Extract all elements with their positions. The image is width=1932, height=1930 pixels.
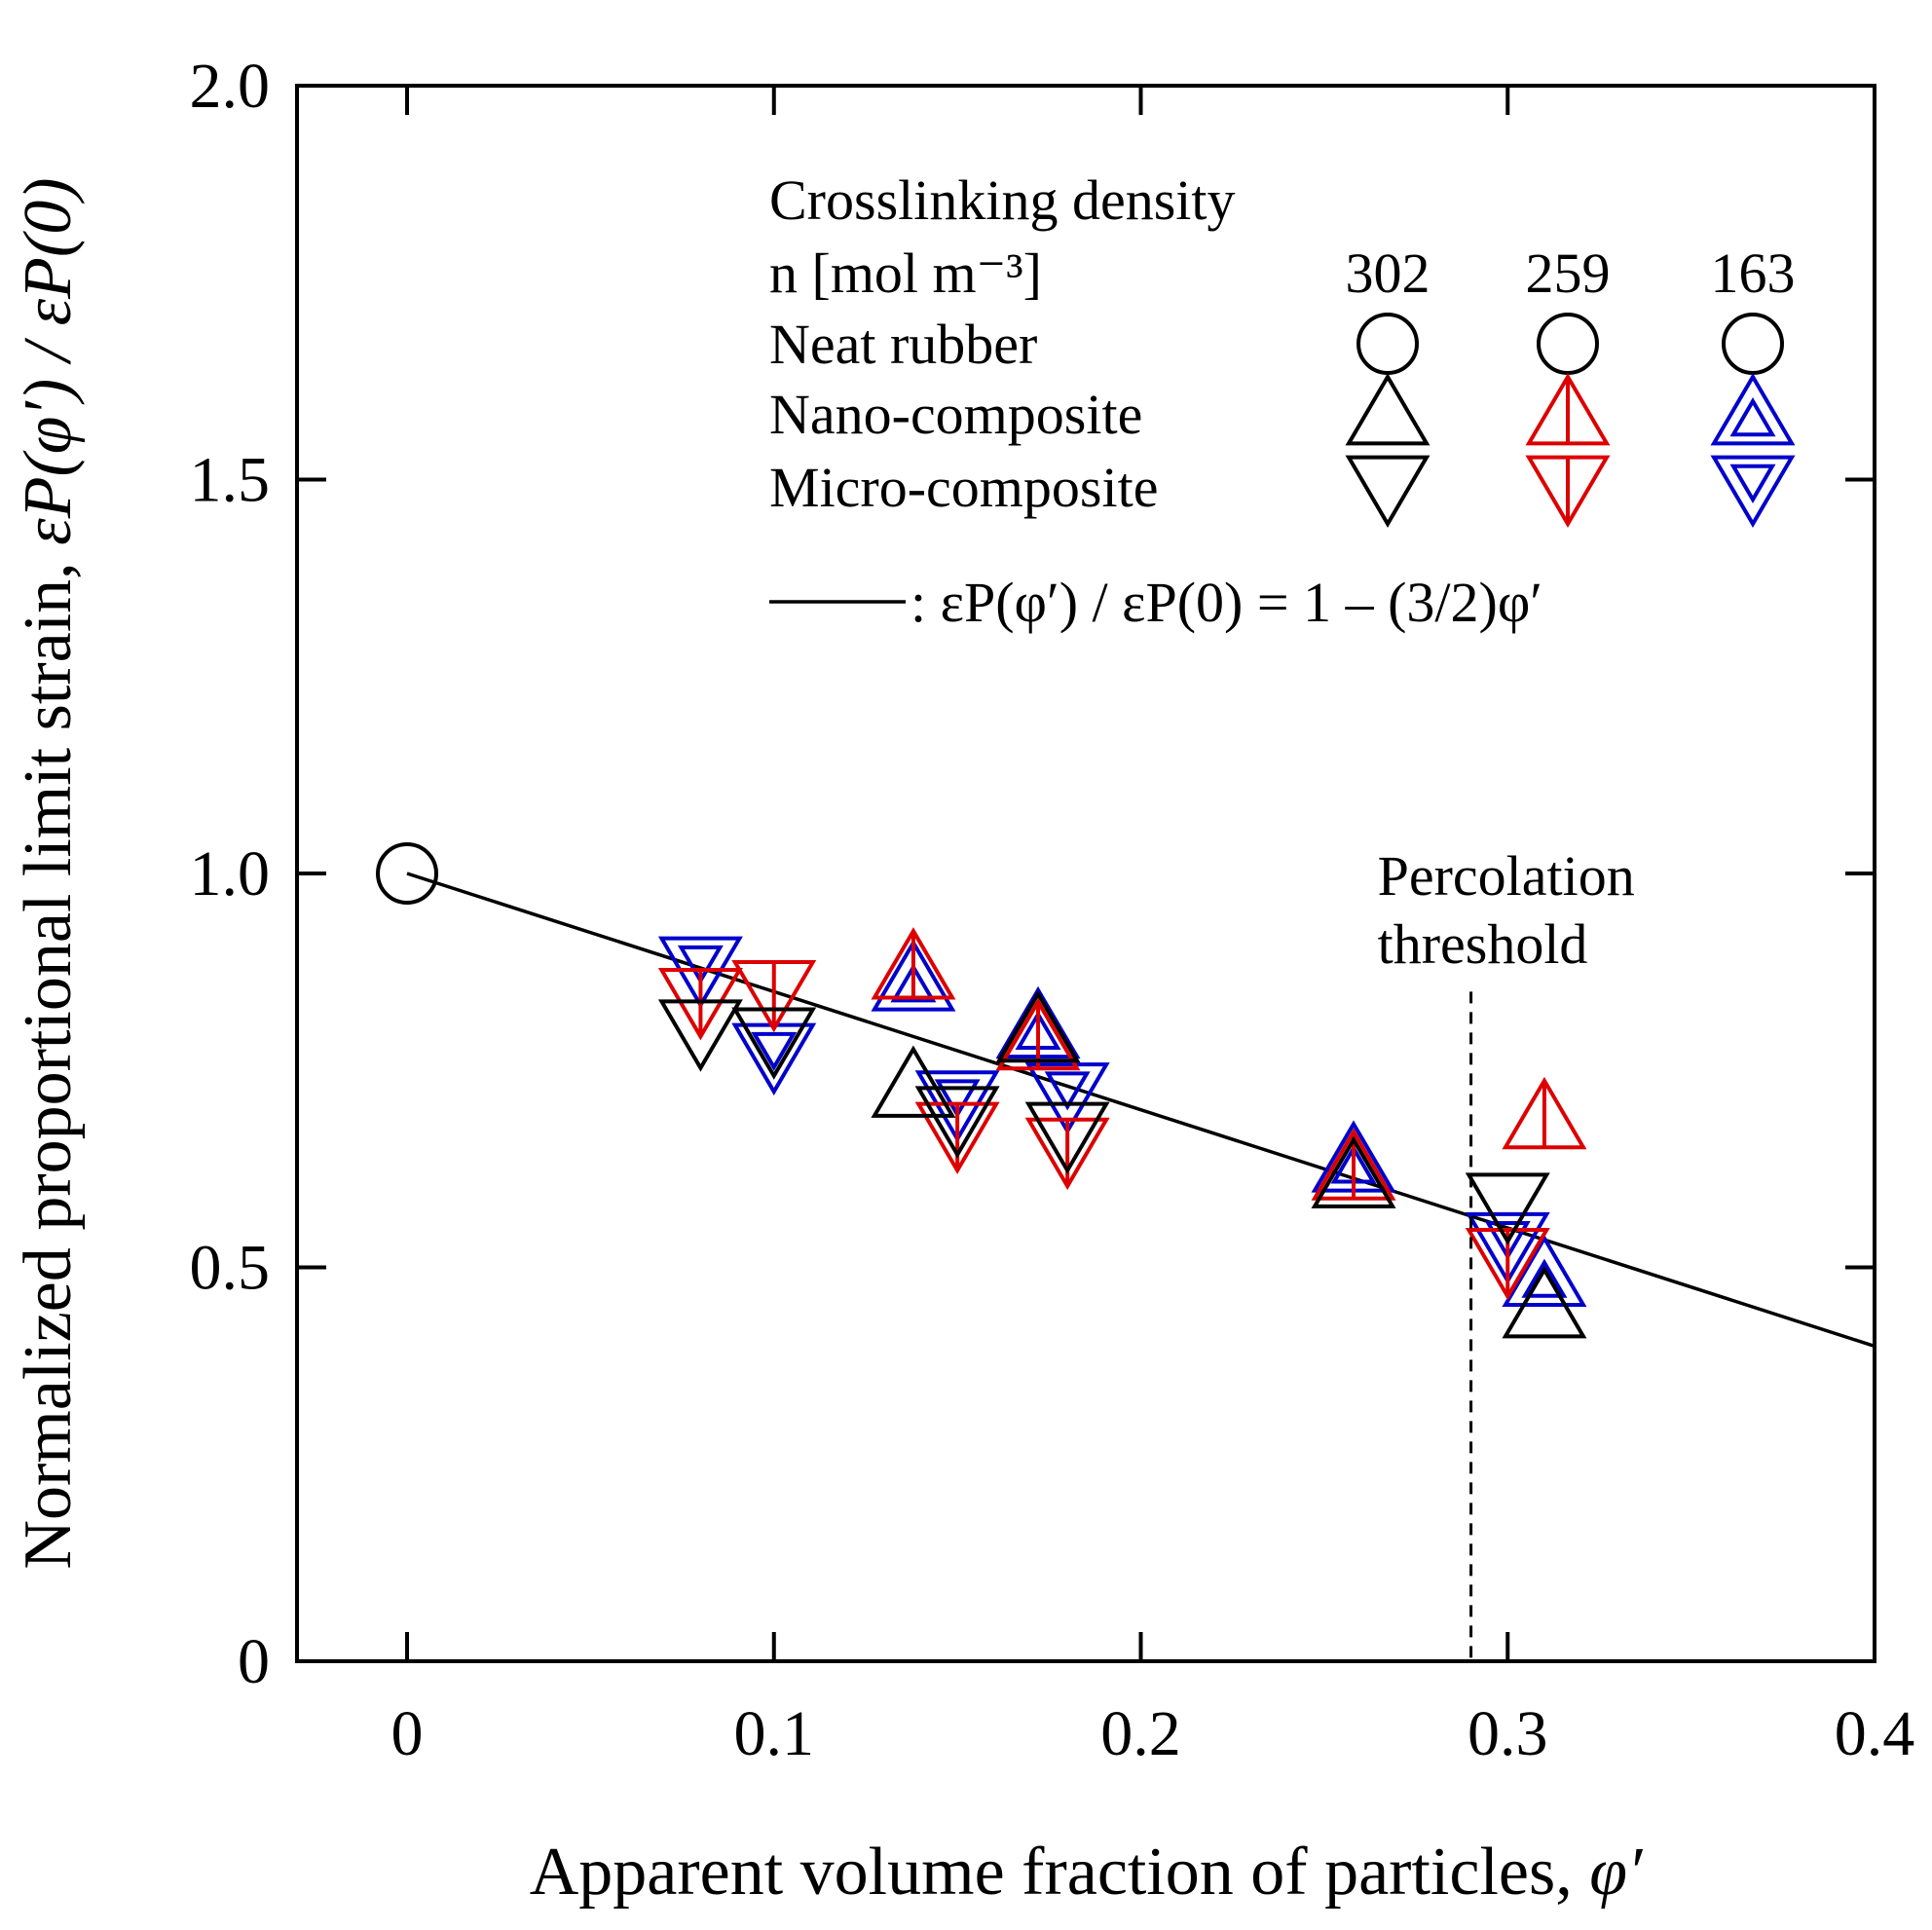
data-point <box>1465 1172 1550 1245</box>
fit-line-layer <box>406 872 1876 1349</box>
legend-marker <box>1525 455 1611 528</box>
data-point <box>914 1101 1000 1174</box>
data-point <box>871 939 956 1012</box>
x-tick-label: 0.2 <box>1100 1698 1181 1769</box>
legend-row-label: Nano-composite <box>769 383 1142 446</box>
fit-line <box>406 872 1876 1349</box>
legend-marker <box>1537 313 1599 375</box>
legend: Crosslinking density n [mol m⁻³] 302 259 163… <box>769 168 1796 634</box>
x-axis-title-text: Apparent volume fraction of particles, <box>530 1835 1590 1910</box>
data-point <box>657 999 743 1072</box>
legend-row-label: Neat rubber <box>769 313 1037 376</box>
legend-marker <box>1525 373 1611 446</box>
data-point <box>731 959 817 1033</box>
data-point <box>1465 1211 1550 1285</box>
legend-row-label: Micro-composite <box>769 456 1158 519</box>
y-axis-title-text: Normalized proportional limit strain, <box>11 545 86 1570</box>
axis-ticks <box>297 84 1876 1663</box>
data-point <box>1502 1076 1587 1150</box>
y-axis-title-symbol: εP(φ′) / εP(0) <box>11 177 86 544</box>
percolation-threshold-label: Percolation <box>1378 844 1635 908</box>
legend-unit-label: n [mol m⁻³] <box>769 241 1042 305</box>
x-tick-label: 0 <box>391 1698 424 1769</box>
data-point <box>731 1007 817 1080</box>
legend-title: Crosslinking density <box>769 168 1236 232</box>
data-point <box>1502 1265 1587 1339</box>
y-tick-label: 1.5 <box>190 445 271 516</box>
x-tick-label: 0.1 <box>734 1698 815 1769</box>
legend-marker <box>1345 373 1430 446</box>
data-point <box>1024 1101 1110 1174</box>
data-point <box>871 927 956 1000</box>
y-tick-label: 0.5 <box>190 1233 271 1304</box>
x-axis-title: Apparent volume fraction of particles, φ… <box>530 1835 1644 1910</box>
legend-marker <box>1722 313 1784 375</box>
data-point <box>1024 1117 1110 1191</box>
x-tick-label: 0.3 <box>1468 1698 1548 1769</box>
tick-labels: 0 0.1 0.2 0.3 0.4 0 0.5 1.0 1.5 2.0 <box>190 51 1915 1769</box>
y-axis-title: Normalized proportional limit strain, εP… <box>11 177 86 1569</box>
y-tick-label: 1.0 <box>190 838 271 909</box>
data-point <box>995 997 1081 1071</box>
y-tick-label: 0 <box>238 1626 270 1697</box>
percolation-threshold-label: threshold <box>1378 912 1588 976</box>
data-point <box>914 1086 1000 1159</box>
y-tick-label: 2.0 <box>190 51 271 122</box>
data-point <box>995 989 1081 1063</box>
legend-marker <box>1345 455 1430 528</box>
legend-marker <box>1710 455 1796 528</box>
x-axis-title-symbol: φ′ <box>1589 1835 1644 1910</box>
legend-line-label: : εP(φ′) / εP(0) = 1 – (3/2)φ′ <box>910 571 1542 634</box>
legend-density-label: 302 <box>1346 241 1430 305</box>
legend-density-label: 259 <box>1526 241 1611 305</box>
data-point <box>1502 1234 1587 1307</box>
data-point <box>376 842 439 905</box>
data-point <box>1311 1135 1396 1208</box>
x-tick-label: 0.4 <box>1835 1698 1915 1769</box>
data-point <box>731 1022 817 1096</box>
legend-marker <box>1356 313 1419 375</box>
legend-marker <box>1710 373 1796 446</box>
data-points <box>376 842 1587 1339</box>
plot-frame <box>295 84 1876 1663</box>
legend-density-label: 163 <box>1711 241 1796 305</box>
data-point <box>871 1045 956 1118</box>
data-point <box>1024 1062 1110 1135</box>
